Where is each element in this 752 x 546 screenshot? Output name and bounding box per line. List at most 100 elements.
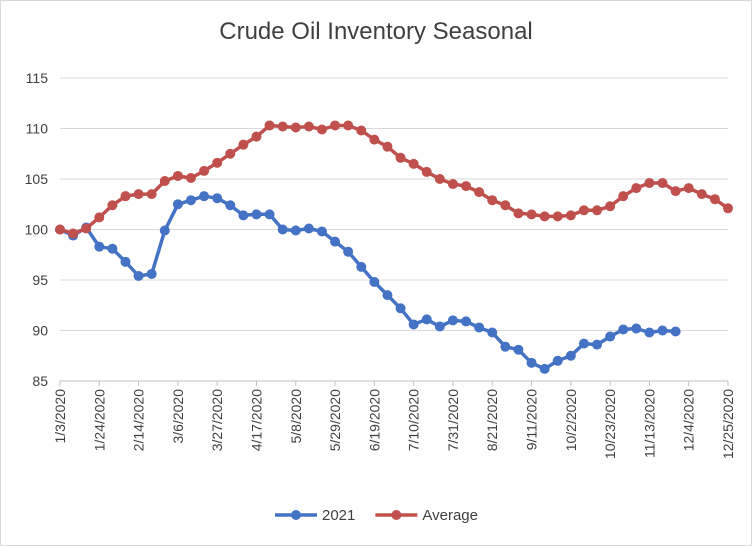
data-point-average bbox=[408, 158, 419, 169]
x-tick-label: 4/17/2020 bbox=[248, 389, 264, 451]
data-point-2021 bbox=[316, 226, 327, 237]
data-point-average bbox=[277, 121, 288, 132]
data-point-2021 bbox=[369, 277, 380, 288]
data-point-2021 bbox=[670, 326, 681, 337]
gridlines bbox=[60, 77, 728, 331]
data-point-average bbox=[696, 189, 707, 200]
data-point-average bbox=[330, 120, 341, 131]
x-tick-label: 7/10/2020 bbox=[406, 389, 422, 451]
data-point-2021 bbox=[657, 325, 668, 336]
data-point-average bbox=[369, 134, 380, 145]
x-tick-label: 6/19/2020 bbox=[366, 389, 382, 451]
y-tick-label: 115 bbox=[26, 70, 49, 86]
legend-marker-2021 bbox=[291, 510, 301, 520]
data-point-average bbox=[107, 200, 118, 211]
data-point-2021 bbox=[421, 314, 432, 325]
data-point-2021 bbox=[434, 321, 445, 332]
data-point-2021 bbox=[238, 210, 249, 221]
data-point-2021 bbox=[605, 331, 616, 342]
data-point-average bbox=[539, 211, 550, 222]
x-tick-label: 11/13/2020 bbox=[641, 389, 657, 458]
data-point-average bbox=[133, 189, 144, 200]
data-point-average bbox=[723, 203, 733, 214]
data-point-2021 bbox=[474, 322, 485, 333]
x-tick-label: 10/23/2020 bbox=[602, 389, 618, 459]
data-point-average bbox=[146, 189, 157, 200]
data-point-average bbox=[500, 200, 511, 211]
y-tick-label: 100 bbox=[25, 222, 49, 238]
x-tick-label: 3/6/2020 bbox=[170, 389, 186, 444]
x-tick-label: 12/4/2020 bbox=[681, 389, 697, 451]
data-point-average bbox=[343, 120, 354, 131]
data-point-average bbox=[303, 121, 314, 132]
x-tick-label: 9/11/2020 bbox=[524, 389, 540, 450]
data-point-average bbox=[578, 205, 589, 216]
data-point-2021 bbox=[146, 268, 157, 279]
data-point-2021 bbox=[461, 316, 472, 327]
data-point-2021 bbox=[120, 256, 131, 267]
data-point-2021 bbox=[185, 195, 196, 206]
y-tick-label: 110 bbox=[26, 121, 49, 137]
data-point-2021 bbox=[644, 327, 655, 338]
data-point-average bbox=[382, 141, 393, 152]
x-tick-label: 7/31/2020 bbox=[445, 389, 461, 451]
data-point-2021 bbox=[356, 261, 367, 272]
data-point-average bbox=[447, 179, 458, 190]
data-point-average bbox=[592, 205, 603, 216]
data-point-2021 bbox=[447, 315, 458, 326]
data-point-2021 bbox=[565, 350, 576, 361]
data-point-average bbox=[670, 186, 681, 197]
data-point-2021 bbox=[133, 270, 144, 281]
data-point-average bbox=[238, 139, 249, 150]
legend-marker-average bbox=[391, 510, 402, 520]
legend-label-average: Average bbox=[422, 507, 478, 524]
data-point-2021 bbox=[578, 338, 589, 349]
data-point-average bbox=[474, 187, 485, 198]
data-point-2021 bbox=[382, 290, 393, 301]
data-point-average bbox=[565, 210, 576, 221]
legend[interactable]: 2021 Average bbox=[275, 507, 478, 524]
data-point-2021 bbox=[94, 241, 105, 252]
data-point-2021 bbox=[552, 355, 563, 366]
data-point-2021 bbox=[526, 357, 537, 368]
data-point-2021 bbox=[513, 344, 524, 355]
data-point-2021 bbox=[487, 327, 498, 338]
y-tick-label: 105 bbox=[25, 171, 49, 187]
data-point-average bbox=[290, 122, 301, 133]
data-point-average bbox=[316, 124, 327, 135]
data-point-2021 bbox=[290, 225, 301, 236]
data-point-2021 bbox=[408, 319, 419, 330]
x-tick-label: 5/8/2020 bbox=[288, 389, 304, 444]
data-point-average bbox=[631, 183, 642, 194]
data-point-2021 bbox=[539, 363, 550, 374]
x-tick-label: 12/25/2020 bbox=[720, 389, 736, 459]
y-tick-label: 90 bbox=[32, 323, 48, 339]
data-point-2021 bbox=[618, 324, 629, 335]
x-tick-label: 8/21/2020 bbox=[484, 389, 500, 451]
data-point-2021 bbox=[592, 339, 603, 350]
data-point-average bbox=[709, 194, 720, 205]
data-point-2021 bbox=[303, 223, 314, 234]
legend-label-2021: 2021 bbox=[322, 507, 355, 524]
data-point-average bbox=[487, 195, 498, 206]
x-tick-label: 5/29/2020 bbox=[327, 389, 343, 451]
data-point-average bbox=[526, 209, 537, 220]
data-point-average bbox=[421, 166, 432, 177]
series-layer bbox=[55, 120, 733, 374]
x-tick-label: 1/3/2020 bbox=[52, 389, 68, 444]
data-point-2021 bbox=[277, 224, 288, 235]
data-point-average bbox=[552, 211, 563, 222]
data-point-average bbox=[657, 178, 668, 189]
chart-title: Crude Oil Inventory Seasonal bbox=[219, 18, 533, 45]
data-point-2021 bbox=[251, 209, 262, 220]
y-tick-label: 85 bbox=[32, 373, 48, 389]
data-point-average bbox=[513, 208, 524, 219]
data-point-2021 bbox=[159, 225, 170, 236]
data-point-2021 bbox=[172, 199, 183, 210]
data-point-average bbox=[68, 228, 79, 239]
x-tick-label: 3/27/2020 bbox=[209, 389, 225, 451]
series-line-average bbox=[59, 123, 729, 236]
data-point-2021 bbox=[107, 243, 118, 254]
data-point-2021 bbox=[212, 193, 223, 204]
